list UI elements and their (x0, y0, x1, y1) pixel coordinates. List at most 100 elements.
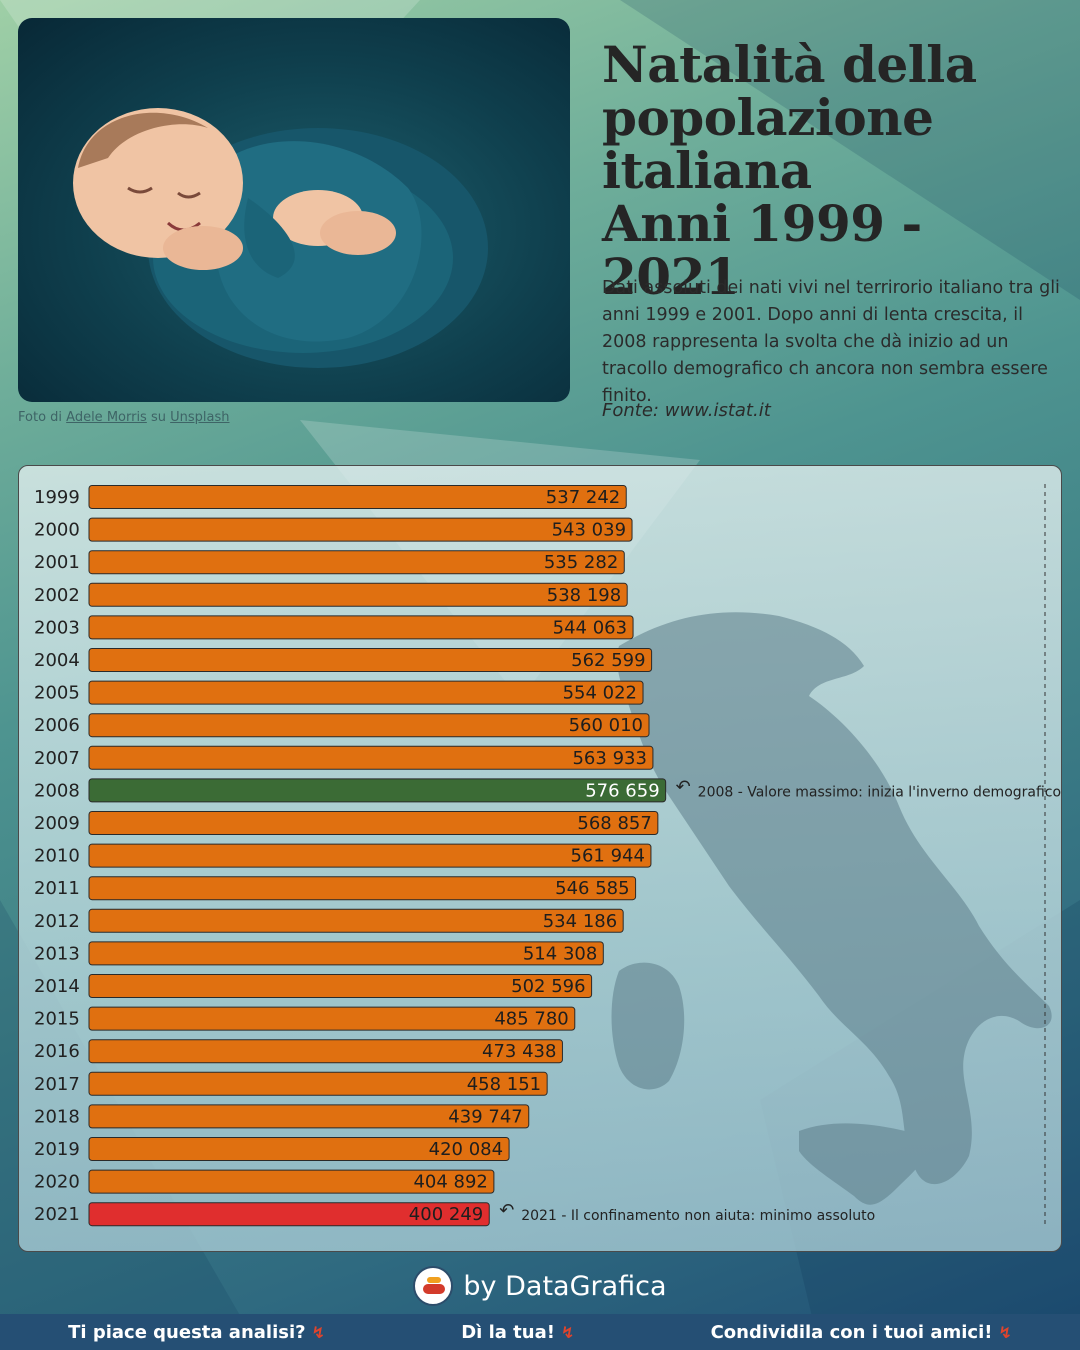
bar-2018 (88, 1104, 530, 1129)
title-line-3: italiana (602, 141, 812, 200)
bar-2007 (88, 745, 654, 770)
year-label: 2004 (34, 650, 80, 671)
title-line-2: popolazione (602, 88, 934, 147)
brand-label: by DataGrafica (463, 1270, 667, 1302)
year-label: 2006 (34, 715, 80, 736)
bar-2016 (88, 1039, 563, 1064)
bar-2006 (88, 713, 650, 738)
bar-chart: 1999 537 242 2000 543 039 2001 535 282 2002 538… (34, 484, 1061, 1228)
baby-photo (18, 18, 570, 402)
year-label: 2008 (34, 780, 80, 801)
bars-group: 1999 537 242 2000 543 039 2001 535 282 2002 538… (34, 485, 1061, 1227)
cta-share-label: Condividila con i tuoi amici! (710, 1321, 993, 1343)
bar-2010 (88, 843, 652, 868)
year-label: 2010 (34, 846, 80, 867)
brand: by DataGrafica (0, 1264, 1080, 1308)
bar-2011 (88, 876, 637, 901)
year-label: 2021 (34, 1204, 80, 1225)
bar-2017 (88, 1071, 548, 1096)
year-label: 2007 (34, 748, 80, 769)
year-label: 2020 (34, 1172, 80, 1193)
bar-2015 (88, 1006, 576, 1031)
value-label: 458 151 (467, 1074, 541, 1095)
bar-2008 (88, 778, 667, 803)
share-arrow-icon: ↯ (998, 1322, 1012, 1342)
source-label: Fonte: (602, 400, 659, 421)
share-arrow-icon: ↯ (311, 1322, 325, 1342)
value-label: 404 892 (413, 1172, 487, 1193)
chart-panel: 1999 537 242 2000 543 039 2001 535 282 2002 538… (18, 465, 1062, 1252)
curved-arrow-icon: ↶ (499, 1200, 514, 1221)
bar-2012 (88, 908, 624, 933)
cta-share[interactable]: Condividila con i tuoi amici! ↯ (711, 1322, 1012, 1343)
value-label: 554 022 (563, 683, 637, 704)
year-label: 2011 (34, 878, 80, 899)
bar-2002 (88, 582, 628, 607)
title-line-4: Anni 1999 - 2021 (602, 194, 922, 306)
value-label: 544 063 (553, 617, 627, 638)
value-label: 562 599 (571, 650, 645, 671)
value-label: 546 585 (555, 878, 629, 899)
credit-prefix: Foto di (18, 410, 63, 425)
year-label: 1999 (34, 487, 80, 508)
bar-2019 (88, 1137, 510, 1161)
value-label: 485 780 (494, 1009, 568, 1030)
value-label: 420 084 (429, 1139, 503, 1160)
year-label: 2019 (34, 1139, 80, 1160)
annotation-label: 2021 - Il confinamento non aiuta: minimo… (521, 1208, 875, 1224)
year-label: 2003 (34, 617, 80, 638)
value-label: 538 198 (547, 585, 621, 606)
cta-comment-label: Dì la tua! (461, 1321, 555, 1343)
year-label: 2000 (34, 520, 80, 541)
credit-middle: su (150, 410, 166, 425)
year-label: 2014 (34, 976, 80, 997)
year-label: 2001 (34, 552, 80, 573)
bar-2009 (88, 811, 659, 835)
bar-2000 (88, 517, 633, 542)
datagrafica-logo-icon (413, 1266, 454, 1306)
bar-2014 (88, 974, 593, 998)
source-line: Fonte: www.istat.it (602, 400, 771, 421)
page-title: Natalità della popolazione italiana Anni… (602, 38, 1062, 303)
value-label: 543 039 (552, 520, 626, 541)
value-label: 535 282 (544, 552, 618, 573)
value-label: 514 308 (523, 943, 597, 964)
value-label: 502 596 (511, 976, 585, 997)
value-label: 568 857 (577, 813, 651, 834)
curved-arrow-icon: ↶ (676, 776, 691, 797)
bar-2013 (88, 941, 604, 966)
photo-credit: Foto di Adele Morris su Unsplash (18, 410, 230, 425)
value-label: 563 933 (572, 748, 646, 769)
bar-2005 (88, 680, 644, 705)
description: Dati assoluti dei nati vivi nel terriror… (602, 278, 1060, 406)
bottom-cta-bar: Ti piace questa analisi? ↯ Dì la tua! ↯ … (0, 1314, 1080, 1350)
value-label: 439 747 (448, 1106, 522, 1127)
share-arrow-icon: ↯ (560, 1322, 575, 1342)
year-label: 2009 (34, 813, 80, 834)
year-label: 2018 (34, 1106, 80, 1127)
credit-author-link[interactable]: Adele Morris (66, 410, 147, 425)
cta-comment[interactable]: Dì la tua! ↯ (461, 1322, 574, 1343)
value-label: 534 186 (543, 911, 617, 932)
year-label: 2017 (34, 1074, 80, 1095)
value-label: 400 249 (409, 1204, 483, 1225)
source-value: www.istat.it (664, 400, 771, 421)
value-label: 576 659 (585, 780, 659, 801)
year-label: 2012 (34, 911, 80, 932)
year-label: 2002 (34, 585, 80, 606)
bar-2020 (88, 1169, 495, 1194)
year-label: 2005 (34, 683, 80, 704)
year-label: 2013 (34, 943, 80, 964)
bar-2021 (88, 1202, 490, 1227)
bar-2004 (88, 648, 653, 672)
value-label: 473 438 (482, 1041, 556, 1062)
value-label: 537 242 (546, 487, 620, 508)
year-label: 2015 (34, 1009, 80, 1030)
credit-site-link[interactable]: Unsplash (170, 410, 230, 425)
cta-like-analysis[interactable]: Ti piace questa analisi? ↯ (68, 1322, 325, 1343)
title-line-1: Natalità della (602, 35, 977, 94)
bar-2001 (88, 550, 625, 575)
value-label: 561 944 (571, 846, 645, 867)
annotation-label: 2008 - Valore massimo: inizia l'inverno … (698, 784, 1061, 800)
italy-map-silhouette (611, 612, 1052, 1205)
